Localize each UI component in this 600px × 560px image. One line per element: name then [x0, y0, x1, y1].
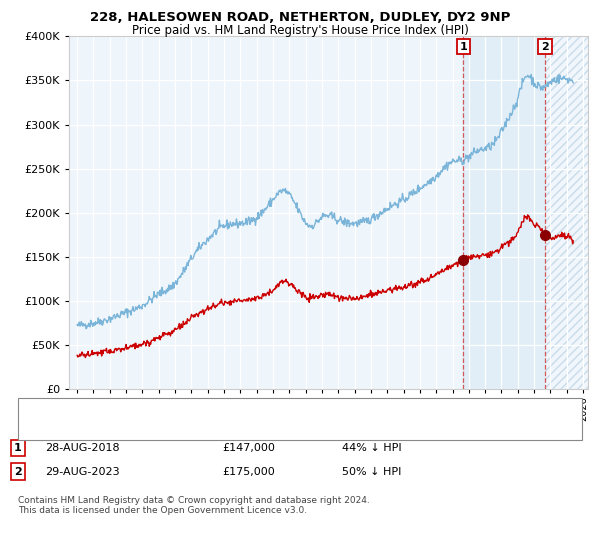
- Bar: [463, 36, 545, 389]
- Text: Price paid vs. HM Land Registry's House Price Index (HPI): Price paid vs. HM Land Registry's House …: [131, 24, 469, 36]
- Text: ——: ——: [33, 404, 58, 417]
- Bar: [545, 23, 600, 394]
- Text: £175,000: £175,000: [222, 466, 275, 477]
- Text: 1: 1: [460, 41, 467, 52]
- Text: 228, HALESOWEN ROAD, NETHERTON, DUDLEY, DY2 9NP: 228, HALESOWEN ROAD, NETHERTON, DUDLEY, …: [90, 11, 510, 24]
- Text: £147,000: £147,000: [222, 443, 275, 453]
- Text: 228, HALESOWEN ROAD, NETHERTON, DUDLEY, DY2 9NP (detached house): 228, HALESOWEN ROAD, NETHERTON, DUDLEY, …: [69, 405, 460, 415]
- Text: 1: 1: [14, 443, 22, 453]
- Text: 28-AUG-2018: 28-AUG-2018: [45, 443, 119, 453]
- Text: HPI: Average price, detached house, Dudley: HPI: Average price, detached house, Dudl…: [69, 423, 299, 433]
- Text: Contains HM Land Registry data © Crown copyright and database right 2024.
This d: Contains HM Land Registry data © Crown c…: [18, 496, 370, 515]
- Bar: [545, 36, 600, 389]
- Text: 50% ↓ HPI: 50% ↓ HPI: [342, 466, 401, 477]
- Text: ——: ——: [33, 421, 58, 435]
- Text: 2: 2: [14, 466, 22, 477]
- Text: 44% ↓ HPI: 44% ↓ HPI: [342, 443, 401, 453]
- Text: 29-AUG-2023: 29-AUG-2023: [45, 466, 119, 477]
- Text: 2: 2: [541, 41, 549, 52]
